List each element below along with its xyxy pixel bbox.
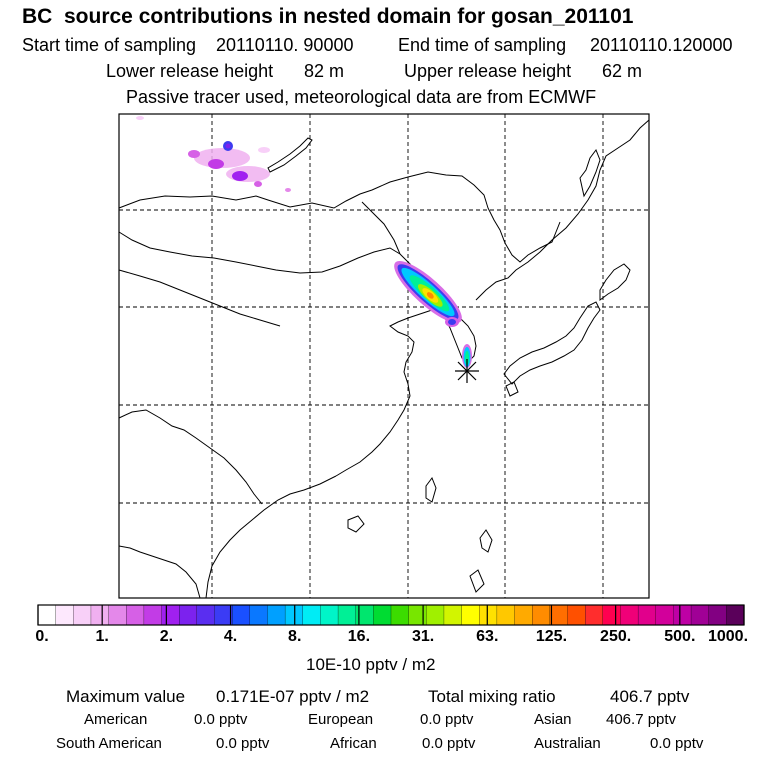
region-name: European <box>308 711 374 728</box>
start-time-label: Start time of sampling <box>22 35 197 55</box>
start-time-value: 20110110. 90000 <box>216 35 354 55</box>
total-mixing-value: 406.7 pptv <box>610 687 690 706</box>
legend-color-cell <box>267 604 286 626</box>
region-name: Asian <box>534 711 572 728</box>
legend-color-cell <box>514 604 533 626</box>
legend-tick-label: 1. <box>95 628 109 645</box>
lower-release-label: Lower release height <box>106 61 274 81</box>
region-name: African <box>330 735 377 752</box>
legend-cells <box>37 604 745 626</box>
legend-border <box>37 604 745 626</box>
boundary-lines <box>118 119 650 599</box>
region-value: 0.0 pptv <box>216 735 270 752</box>
legend-color-cell <box>655 604 674 626</box>
legend-color-cell <box>673 604 692 626</box>
legend-color-cell <box>37 604 57 626</box>
legend-color-cell <box>55 604 74 626</box>
legend-color-cell <box>602 604 621 626</box>
region-value: 0.0 pptv <box>194 711 248 728</box>
contribution-field <box>136 116 472 368</box>
legend-color-cell <box>426 604 445 626</box>
legend-color-cell <box>390 604 410 626</box>
upper-release-label: Upper release height <box>404 61 572 81</box>
upper-release-value: 62 m <box>602 61 643 81</box>
lower-release-value: 82 m <box>304 61 345 81</box>
region-value: 406.7 pptv <box>606 711 677 728</box>
end-time-label: End time of sampling <box>398 35 567 55</box>
legend-color-cell <box>126 604 145 626</box>
legend-tick-label: 2. <box>159 628 174 645</box>
lat-lon-grid <box>119 114 649 598</box>
legend-tick-label: 31. <box>411 628 435 645</box>
legend-tick-label: 4. <box>223 628 238 645</box>
legend-color-cell <box>373 604 392 626</box>
legend-color-cell <box>214 604 233 626</box>
legend-color-cell <box>337 604 357 626</box>
legend-color-cell <box>179 604 198 626</box>
region-value: 0.0 pptv <box>420 711 474 728</box>
legend-color-cell <box>108 604 127 626</box>
legend-tick-label: 500. <box>664 628 696 645</box>
legend-color-cell <box>249 604 268 626</box>
legend-tick-label: 16. <box>347 628 371 645</box>
legend-color-cell <box>320 604 339 626</box>
legend-color-cell <box>443 604 463 626</box>
legend-color-cell <box>585 604 604 626</box>
max-value-label: Maximum value <box>66 687 186 706</box>
legend-color-cell <box>708 604 727 626</box>
legend-color-cell <box>302 604 321 626</box>
legend-color-cell <box>549 604 568 626</box>
legend-tick-label: 250. <box>600 628 632 645</box>
legend-color-cell <box>690 604 710 626</box>
legend-color-cell <box>496 604 515 626</box>
tracer-note: Passive tracer used, meteorological data… <box>126 87 597 107</box>
legend-color-cell <box>73 604 92 626</box>
legend-color-cell <box>567 604 586 626</box>
legend-color-cell <box>532 604 551 626</box>
receptor-marker-icon <box>455 359 479 383</box>
figure-title: BC source contributions in nested domain… <box>22 5 634 28</box>
end-time-value: 20110110.120000 <box>590 35 733 55</box>
legend-color-cell <box>231 604 251 626</box>
legend-color-cell <box>408 604 427 626</box>
region-value: 0.0 pptv <box>422 735 476 752</box>
total-mixing-label: Total mixing ratio <box>428 687 556 706</box>
legend-tick-label: 125. <box>535 628 568 645</box>
max-value: 0.171E-07 pptv / m2 <box>216 687 370 706</box>
legend-tick-label: 8. <box>288 628 302 645</box>
legend-tick-label: 0. <box>35 628 49 645</box>
legend-unit: 10E-10 pptv / m2 <box>306 655 436 674</box>
legend-tick-label: 1000. <box>707 628 749 645</box>
legend-color-cell <box>479 604 498 626</box>
legend-color-cell <box>196 604 215 626</box>
legend-color-cell <box>620 604 639 626</box>
map-frame <box>118 113 650 599</box>
legend-color-cell <box>637 604 657 626</box>
legend-color-cell <box>461 604 480 626</box>
legend-color-cell <box>284 604 304 626</box>
region-name: American <box>84 711 148 728</box>
region-name: Australian <box>534 735 601 752</box>
legend-color-cell <box>726 604 745 626</box>
region-value: 0.0 pptv <box>650 735 704 752</box>
legend-color-cell <box>90 604 110 626</box>
legend-color-cell <box>161 604 180 626</box>
legend-color-cell <box>143 604 162 626</box>
region-name: South American <box>56 735 162 752</box>
legend-tick-label: 63. <box>476 628 499 645</box>
